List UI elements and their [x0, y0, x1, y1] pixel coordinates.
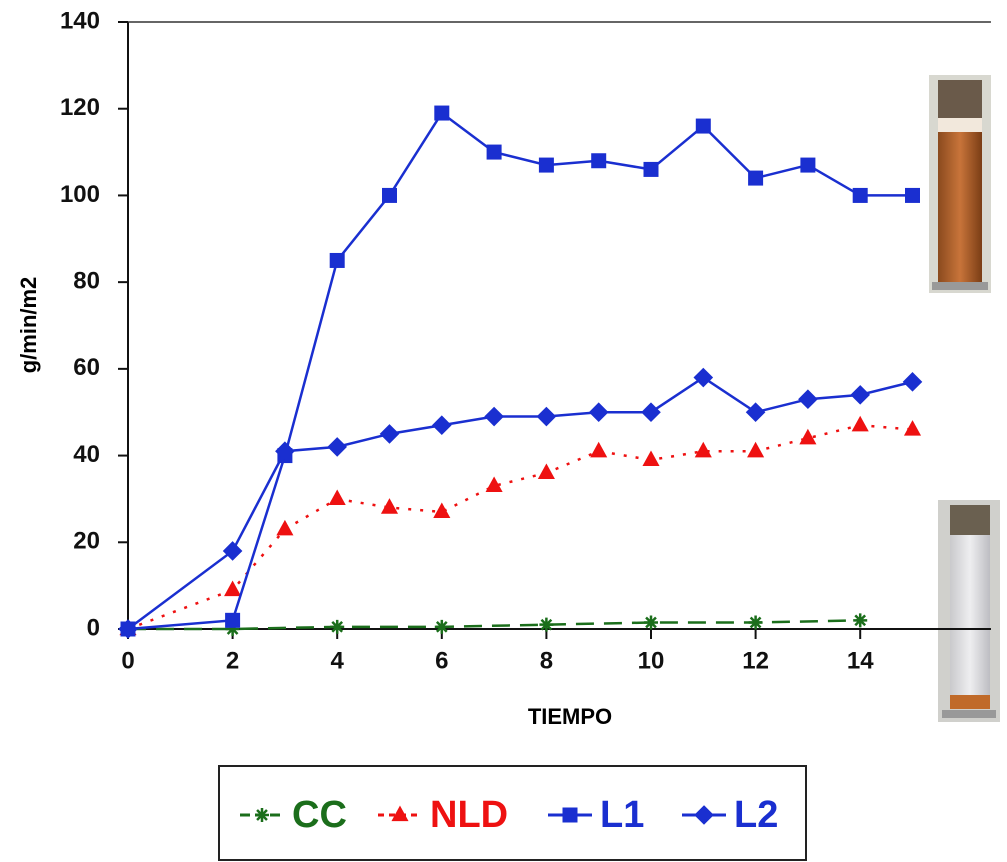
legend-marker: [255, 808, 269, 822]
marker: [591, 153, 607, 169]
x-tick-label: 12: [742, 647, 769, 674]
marker: [485, 476, 503, 493]
marker: [852, 187, 868, 203]
x-axis-label: TIEMPO: [528, 704, 612, 729]
y-tick-label: 100: [60, 181, 100, 208]
marker: [800, 157, 816, 173]
x-tick-label: 0: [121, 647, 134, 674]
y-tick-label: 60: [73, 354, 100, 381]
legend: CC NLD L1 L2: [240, 794, 778, 836]
y-axis-label: g/min/m2: [16, 277, 41, 374]
marker: [695, 118, 711, 134]
legend-label: CC: [292, 794, 347, 836]
marker: [694, 441, 712, 458]
marker: [588, 402, 609, 423]
x-tick-label: 8: [540, 647, 553, 674]
marker: [382, 187, 397, 203]
plot-area: 0 20 40 60 80 100 120 140 0 2 4 6 8 10 12 14: [60, 7, 991, 674]
marker: [903, 420, 922, 436]
marker: [536, 406, 557, 427]
marker: [484, 406, 504, 427]
marker: [641, 402, 661, 423]
marker: [224, 580, 242, 597]
marker: [486, 144, 502, 160]
legend-label: NLD: [430, 794, 508, 836]
marker: [644, 615, 658, 630]
series-line: [127, 111, 913, 631]
marker: [747, 441, 765, 458]
marker: [433, 502, 451, 519]
y-tick-label: 120: [60, 94, 100, 121]
legend-label: L1: [600, 794, 644, 836]
y-tick-label: 20: [73, 528, 100, 555]
legend-marker: [694, 805, 714, 825]
marker: [431, 415, 452, 436]
series-line: [128, 619, 861, 631]
legend-marker: [391, 805, 409, 822]
marker: [539, 617, 554, 632]
marker: [330, 619, 345, 634]
x-tick-label: 10: [638, 647, 665, 674]
marker: [642, 450, 660, 467]
legend-label: L2: [734, 794, 778, 836]
marker: [590, 441, 608, 458]
legend-marker: [562, 807, 578, 823]
marker: [434, 619, 449, 634]
marker: [799, 428, 817, 445]
marker: [276, 519, 294, 536]
marker: [225, 622, 240, 636]
y-tick-label: 140: [60, 7, 100, 34]
x-tick-label: 4: [331, 647, 345, 674]
x-tick-label: 14: [847, 647, 874, 674]
marker: [853, 613, 868, 628]
marker: [905, 187, 920, 203]
marker: [748, 170, 764, 186]
x-tick-label: 2: [226, 647, 239, 674]
marker: [379, 424, 400, 444]
y-tick-label: 80: [73, 267, 100, 294]
marker: [222, 541, 243, 561]
y-tick-label: 0: [87, 614, 100, 641]
marker: [745, 402, 766, 423]
x-tick-label: 6: [435, 647, 448, 674]
marker: [693, 367, 714, 388]
marker: [902, 372, 923, 392]
marker: [537, 463, 555, 480]
marker: [328, 489, 346, 506]
marker: [225, 612, 241, 628]
photo-clear: [938, 500, 1000, 722]
marker: [434, 105, 450, 121]
marker: [538, 157, 554, 173]
marker: [798, 389, 818, 410]
marker: [380, 498, 399, 514]
marker: [748, 615, 763, 630]
marker: [851, 415, 869, 432]
marker: [850, 385, 871, 405]
series-line: [127, 376, 913, 631]
marker: [643, 161, 659, 177]
y-tick-label: 40: [73, 441, 100, 468]
marker: [118, 619, 138, 639]
marker: [327, 437, 348, 457]
marker: [329, 252, 345, 268]
marker: [275, 441, 295, 462]
photo-turbid: [929, 75, 991, 293]
